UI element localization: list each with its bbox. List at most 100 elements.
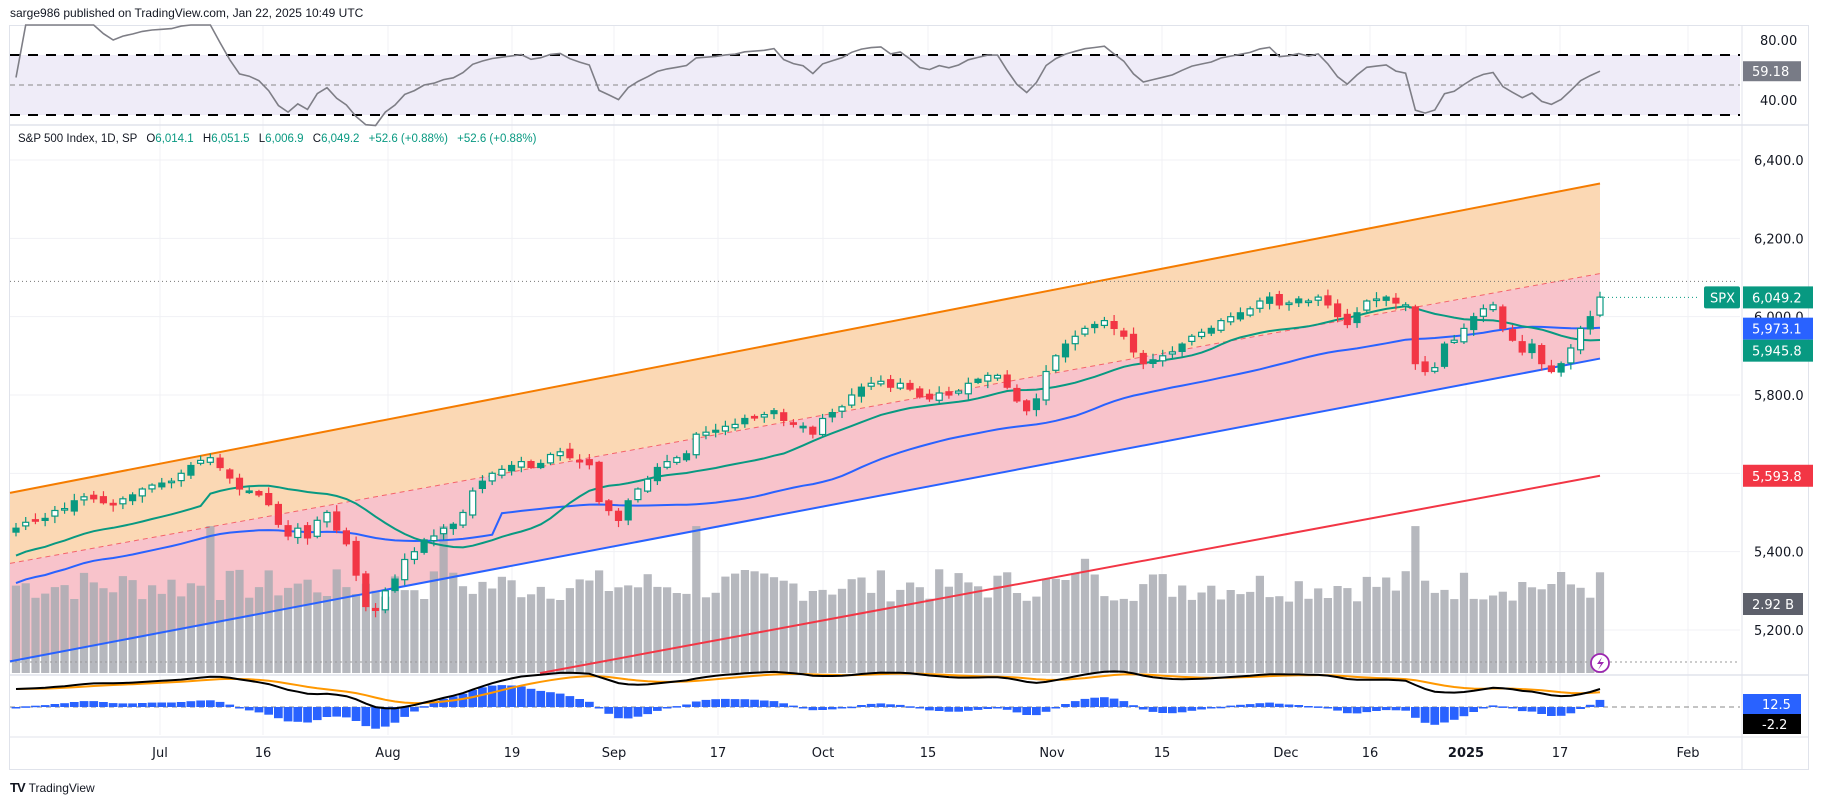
volume-bar bbox=[1051, 578, 1060, 673]
macd-histogram-bar bbox=[1216, 706, 1226, 709]
macd-histogram-bar bbox=[1304, 706, 1313, 708]
macd-histogram-bar bbox=[274, 707, 283, 719]
candle-body bbox=[1518, 341, 1526, 353]
candle-body bbox=[1256, 300, 1264, 309]
macd-histogram-bar bbox=[1187, 707, 1197, 711]
x-tick-label: Aug bbox=[375, 746, 400, 761]
candle-body bbox=[1382, 296, 1390, 301]
macd-histogram-bar bbox=[1245, 704, 1255, 707]
candle-body bbox=[1081, 327, 1089, 335]
macd-histogram-bar bbox=[759, 700, 769, 707]
lightning-alert-icon[interactable] bbox=[1590, 653, 1610, 673]
low-key: L bbox=[258, 133, 266, 145]
rsi-value-tag bbox=[1743, 61, 1801, 82]
macd-histogram-bar bbox=[983, 707, 993, 709]
macd-histogram-bar bbox=[1119, 701, 1129, 707]
macd-histogram-bar bbox=[779, 703, 788, 707]
macd-signal-line bbox=[15, 672, 1601, 705]
volume-bar bbox=[663, 587, 672, 673]
macd-histogram-bar bbox=[1527, 707, 1537, 712]
volume-bar bbox=[390, 576, 400, 673]
volume-bar bbox=[585, 580, 594, 673]
candle-body bbox=[741, 417, 749, 425]
macd-histogram-bar bbox=[1138, 707, 1148, 710]
candle-body bbox=[1149, 359, 1157, 364]
macd-histogram-bar bbox=[721, 698, 730, 707]
volume-bar bbox=[1012, 593, 1022, 673]
volume-bar bbox=[1022, 600, 1031, 673]
candle-body bbox=[1401, 304, 1410, 307]
macd-histogram-bar bbox=[1566, 707, 1576, 714]
candle-body bbox=[177, 472, 185, 482]
macd-histogram-bar bbox=[410, 707, 419, 712]
macd-histogram-bar bbox=[138, 703, 147, 707]
macd-histogram-bar bbox=[1372, 707, 1381, 711]
price-tick-label: 6,400.0 bbox=[1754, 154, 1804, 169]
candle-body bbox=[284, 525, 292, 537]
x-tick-label: Jul bbox=[151, 746, 168, 761]
price-tag-label: 5,593.8 bbox=[1752, 470, 1802, 485]
candle-body bbox=[1440, 343, 1449, 367]
candle-body bbox=[1528, 343, 1536, 354]
volume-bar bbox=[624, 585, 633, 673]
price-tag bbox=[1743, 339, 1813, 362]
ohlc-legend: S&P 500 Index, 1D, SP O6,014.1 H6,051.5 … bbox=[18, 133, 536, 145]
footer: TV TradingView bbox=[10, 780, 95, 795]
candle-body bbox=[1304, 300, 1313, 304]
candle-body bbox=[265, 493, 273, 506]
volume-bar bbox=[837, 588, 847, 673]
candle-body bbox=[1421, 361, 1429, 373]
candle-body bbox=[1411, 306, 1419, 365]
rsi-tick-label: 40.00 bbox=[1760, 94, 1797, 109]
volume-bar bbox=[303, 579, 312, 673]
macd-histogram-bar bbox=[147, 702, 157, 707]
macd-histogram-bar bbox=[118, 703, 128, 707]
candle-body bbox=[119, 498, 127, 505]
volume-bar bbox=[1129, 600, 1138, 673]
macd-histogram-bar bbox=[740, 699, 750, 707]
macd-histogram-bar bbox=[876, 703, 886, 707]
brand-name[interactable]: TradingView bbox=[28, 780, 95, 795]
publish-header: sarge986 published on TradingView.com, J… bbox=[10, 6, 364, 20]
volume-bar bbox=[1382, 577, 1391, 673]
volume-bar bbox=[235, 569, 244, 673]
volume-bar bbox=[254, 587, 264, 673]
volume-bar bbox=[1255, 575, 1264, 673]
macd-histogram-bar bbox=[1537, 707, 1546, 714]
volume-bar bbox=[1139, 584, 1148, 673]
symbol-label[interactable]: S&P 500 Index, 1D, SP bbox=[18, 133, 138, 145]
volume-bar bbox=[11, 585, 21, 673]
volume-bar bbox=[886, 601, 895, 673]
candle-body bbox=[1333, 303, 1342, 318]
macd-histogram-bar bbox=[1274, 703, 1284, 707]
macd-histogram-bar bbox=[672, 706, 682, 708]
volume-bar bbox=[876, 570, 885, 673]
candle-body bbox=[566, 448, 574, 459]
macd-histogram-bar bbox=[303, 707, 312, 723]
volume-bar bbox=[400, 590, 409, 673]
volume-bar bbox=[89, 582, 98, 673]
candle-body bbox=[1353, 312, 1361, 324]
candle-body bbox=[129, 494, 137, 502]
candle-body bbox=[1013, 387, 1021, 402]
price-tag-label: 6,049.2 bbox=[1752, 291, 1802, 306]
candle-body bbox=[333, 511, 341, 531]
candle-body bbox=[99, 496, 108, 504]
volume-bar bbox=[1284, 601, 1294, 673]
macd-histogram-bar bbox=[1469, 707, 1478, 712]
candle-body bbox=[993, 374, 1002, 379]
volume-bar bbox=[118, 576, 127, 673]
macd-histogram-bar bbox=[973, 707, 983, 710]
candle-body bbox=[1508, 329, 1517, 341]
volume-bar bbox=[458, 586, 468, 673]
macd-histogram-bar bbox=[565, 696, 575, 707]
macd-histogram-bar bbox=[1061, 704, 1070, 707]
volume-bar bbox=[799, 600, 808, 673]
candle-body bbox=[1129, 333, 1138, 353]
macd-histogram-bar bbox=[128, 703, 137, 707]
candle-body bbox=[712, 429, 720, 433]
candle-body bbox=[556, 451, 564, 457]
volume-bar bbox=[1411, 526, 1420, 673]
volume-bar bbox=[536, 586, 545, 673]
